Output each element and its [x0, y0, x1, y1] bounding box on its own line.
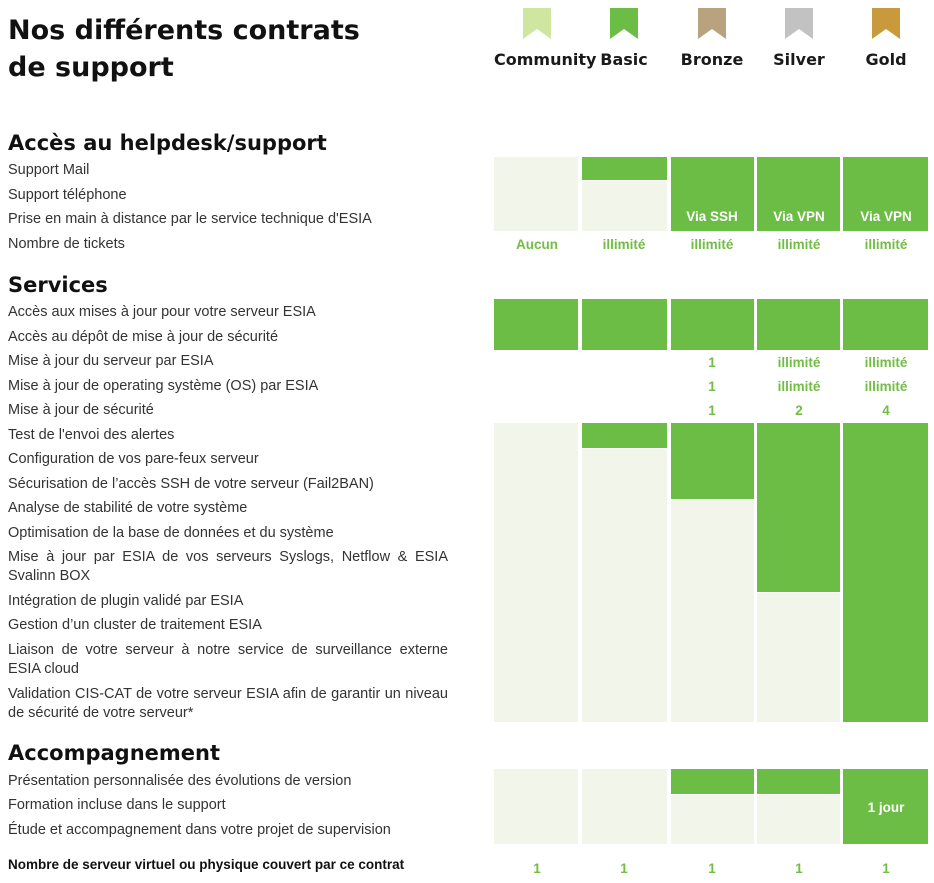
cell-bronze-included	[671, 423, 754, 499]
tickets-value-gold: illimité	[864, 237, 908, 252]
tickets-value-community: Aucun	[516, 237, 558, 252]
cell-gold-included	[843, 299, 928, 350]
os-update-value-gold: illimité	[864, 379, 908, 394]
tier-name: Community	[494, 50, 597, 69]
feature-label: Accès au dépôt de mise à jour de sécurit…	[8, 329, 279, 345]
server-update-value-gold: illimité	[864, 355, 908, 370]
footer-label: Nombre de serveur virtuel ou physique co…	[8, 857, 405, 872]
feature-label: Accès aux mises à jour pour votre serveu…	[8, 304, 316, 320]
cell-gold-included	[843, 423, 928, 722]
feature-label: Intégration de plugin validé par ESIA	[8, 593, 244, 609]
cell-bronze-included	[671, 299, 754, 350]
cell-bronze-included	[671, 157, 754, 231]
cell-basic-included	[582, 423, 667, 448]
footer-value-bronze: 1	[708, 861, 716, 876]
security-update-value-gold: 4	[882, 403, 890, 418]
ribbon-icon	[523, 8, 551, 39]
ribbon-shape	[872, 8, 900, 39]
remote-value-gold: Via VPN	[860, 209, 912, 224]
cell-silver-included	[757, 299, 840, 350]
tier-name: Bronze	[680, 50, 744, 69]
feature-label: Mise à jour par ESIA de vos serveurs Sys…	[8, 549, 448, 584]
cell-silver-none	[757, 593, 840, 722]
ribbon-icon	[610, 8, 638, 39]
tier-name: Basic	[600, 50, 648, 69]
footer-value-silver: 1	[795, 861, 803, 876]
cell-gold-included	[843, 157, 928, 231]
feature-label: Formation incluse dans le support	[8, 797, 226, 813]
security-update-value-bronze: 1	[708, 403, 716, 418]
feature-label: Présentation personnalisée des évolution…	[8, 773, 352, 789]
cell-gold-included	[843, 769, 928, 844]
feature-label: Gestion d’un cluster de traitement ESIA	[8, 617, 262, 633]
ribbon-shape	[785, 8, 813, 39]
tier-header-community: Community	[494, 8, 597, 69]
footer-value-gold: 1	[882, 861, 890, 876]
cell-silver-included	[757, 157, 840, 231]
feature-label: Mise à jour de operating système (OS) pa…	[8, 378, 319, 394]
tickets-value-bronze: illimité	[690, 237, 734, 252]
section-title-services: Services	[8, 273, 108, 297]
tickets-value-basic: illimité	[602, 237, 646, 252]
ribbon-shape	[698, 8, 726, 39]
cell-silver-none	[757, 795, 840, 844]
server-update-value-silver: illimité	[777, 355, 821, 370]
cell-basic-none	[582, 181, 667, 231]
feature-label: Mise à jour du serveur par ESIA	[8, 353, 214, 369]
cell-bronze-included	[671, 769, 754, 794]
tier-name: Gold	[865, 50, 907, 69]
cell-basic-included	[582, 157, 667, 180]
cell-community-none	[494, 423, 578, 722]
feature-label: Validation CIS-CAT de votre serveur ESIA…	[8, 686, 448, 721]
remote-value-bronze: Via SSH	[686, 209, 738, 224]
cell-basic-included	[582, 299, 667, 350]
feature-label: Configuration de vos pare-feux serveur	[8, 451, 259, 467]
tier-header-silver: Silver	[756, 8, 842, 69]
cell-silver-included	[757, 769, 840, 794]
tier-name: Silver	[773, 50, 825, 69]
section-title-accompagnement: Accompagnement	[8, 741, 220, 765]
feature-label: Prise en main à distance par le service …	[8, 211, 372, 227]
remote-value-silver: Via VPN	[773, 209, 825, 224]
os-update-value-bronze: 1	[708, 379, 716, 394]
cell-community-included	[494, 299, 578, 350]
cell-bronze-none	[671, 795, 754, 844]
ribbon-icon	[872, 8, 900, 39]
feature-label: Optimisation de la base de données et du…	[8, 525, 334, 541]
footer-value-community: 1	[533, 861, 541, 876]
ribbon-shape	[610, 8, 638, 39]
formation-value-gold: 1 jour	[867, 800, 905, 815]
section-title-helpdesk: Accès au helpdesk/support	[8, 131, 327, 155]
feature-label: Test de l'envoi des alertes	[8, 427, 175, 443]
os-update-value-silver: illimité	[777, 379, 821, 394]
tickets-value-silver: illimité	[777, 237, 821, 252]
feature-label: Étude et accompagnement dans votre proje…	[8, 822, 391, 838]
server-update-value-bronze: 1	[708, 355, 716, 370]
feature-label: Support Mail	[8, 162, 90, 178]
ribbon-icon	[698, 8, 726, 39]
footer-value-basic: 1	[620, 861, 628, 876]
cell-basic-none	[582, 449, 667, 722]
page-title-line-2: de support	[8, 52, 174, 83]
security-update-value-silver: 2	[795, 403, 803, 418]
cell-community-none	[494, 769, 578, 844]
feature-label: Liaison de votre serveur à notre service…	[8, 642, 448, 677]
feature-label: Support téléphone	[8, 187, 127, 203]
ribbon-shape	[523, 8, 551, 39]
page-title-line-1: Nos différents contrats	[8, 15, 360, 46]
tier-header-basic: Basic	[581, 8, 667, 69]
cell-community-none	[494, 157, 578, 231]
page-title: Nos différents contrats de support	[8, 12, 360, 86]
cell-basic-none	[582, 769, 667, 844]
feature-label: Analyse de stabilité de votre système	[8, 500, 248, 516]
cell-silver-included	[757, 423, 840, 592]
feature-label: Mise à jour de sécurité	[8, 402, 154, 418]
cell-bronze-none	[671, 500, 754, 722]
ribbon-icon	[785, 8, 813, 39]
tier-header-gold: Gold	[843, 8, 929, 69]
feature-label: Nombre de tickets	[8, 236, 125, 252]
tier-header-bronze: Bronze	[669, 8, 755, 69]
feature-label: Sécurisation de l’accès SSH de votre ser…	[8, 476, 374, 492]
